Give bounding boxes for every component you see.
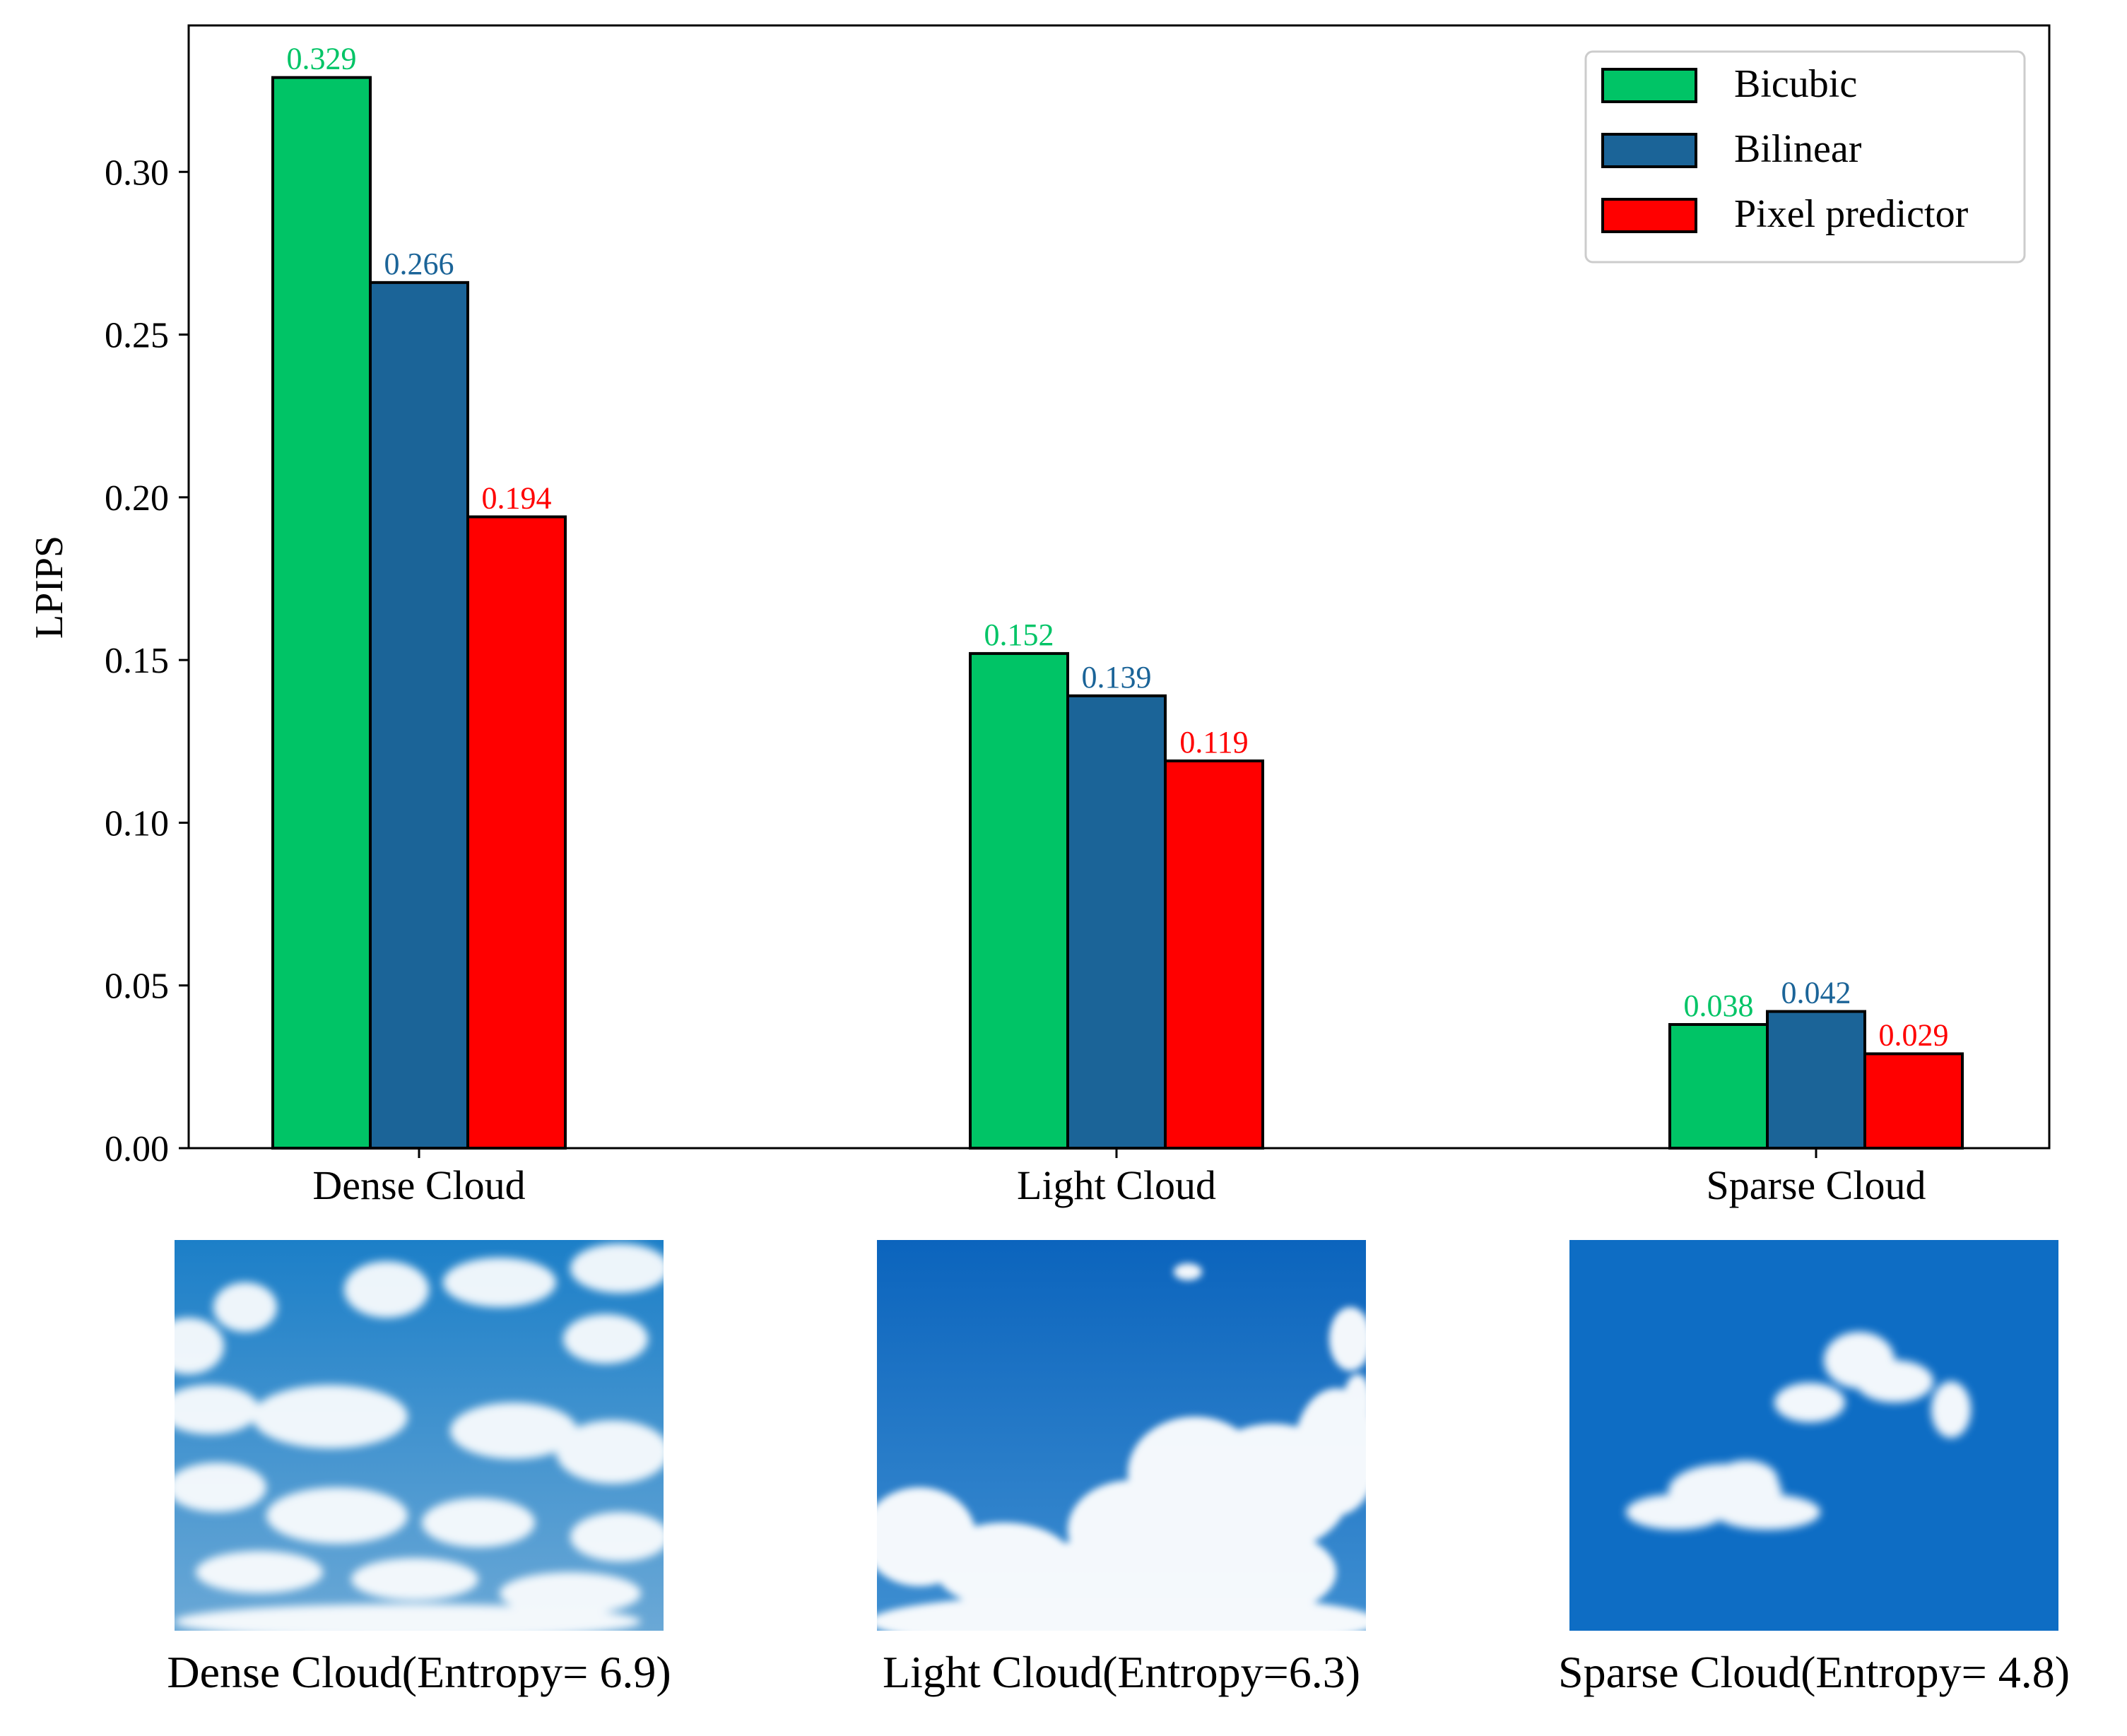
value-label-pixel-predictor-light-cloud: 0.119 — [1179, 725, 1248, 760]
y-tick-label-4: 0.20 — [105, 478, 169, 519]
y-tick-label-6: 0.30 — [105, 153, 169, 193]
value-label-bicubic-sparse-cloud: 0.038 — [1684, 988, 1754, 1023]
light-cloud-image — [877, 1240, 1366, 1631]
bar-pixel-predictor-sparse-cloud — [1863, 1052, 1964, 1150]
legend-swatch-pixel-predictor — [1601, 198, 1697, 233]
bar-bilinear-sparse-cloud — [1766, 1010, 1866, 1150]
caption-dense-cloud: Dense Cloud(Entropy= 6.9) — [167, 1647, 671, 1697]
bar-bilinear-light-cloud — [1066, 694, 1167, 1150]
legend-label-bicubic: Bicubic — [1734, 62, 1857, 106]
y-tick-label-3: 0.15 — [105, 641, 169, 681]
legend-label-bilinear: Bilinear — [1734, 127, 1862, 171]
caption-sparse-cloud: Sparse Cloud(Entropy= 4.8) — [1558, 1647, 2070, 1697]
legend-swatch-bilinear — [1601, 133, 1697, 168]
value-label-bilinear-light-cloud: 0.139 — [1082, 660, 1152, 695]
value-label-pixel-predictor-dense-cloud: 0.194 — [482, 480, 552, 515]
value-label-bicubic-dense-cloud: 0.329 — [287, 42, 357, 76]
y-tick-label-0: 0.00 — [105, 1129, 169, 1169]
dense-cloud-image — [175, 1240, 664, 1631]
bar-bicubic-light-cloud — [969, 651, 1069, 1150]
sparse-cloud-image — [1569, 1240, 2058, 1631]
x-tick-label-dense-cloud: Dense Cloud — [312, 1162, 525, 1208]
y-axis-label: LPIPS — [28, 536, 71, 639]
value-label-bilinear-sparse-cloud: 0.042 — [1781, 976, 1851, 1010]
bar-pixel-predictor-dense-cloud — [466, 515, 567, 1150]
y-tick-label-5: 0.25 — [105, 316, 169, 356]
y-tick-label-2: 0.10 — [105, 803, 169, 844]
legend-label-pixel-predictor: Pixel predictor — [1734, 192, 1969, 236]
bar-chart: 0.329 0.152 0.038 0.266 0.139 0.042 0.194 0.119… — [28, 24, 2051, 1208]
bar-bicubic-dense-cloud — [271, 76, 372, 1150]
value-label-bilinear-dense-cloud: 0.266 — [384, 247, 454, 281]
value-label-pixel-predictor-sparse-cloud: 0.029 — [1879, 1017, 1949, 1052]
bar-bilinear-dense-cloud — [369, 281, 469, 1150]
bar-bicubic-sparse-cloud — [1668, 1022, 1769, 1150]
bar-pixel-predictor-light-cloud — [1164, 759, 1264, 1150]
value-label-bicubic-light-cloud: 0.152 — [984, 618, 1054, 652]
legend-swatch-bicubic — [1601, 68, 1697, 103]
x-tick-label-light-cloud: Light Cloud — [1017, 1162, 1216, 1208]
y-tick-label-1: 0.05 — [105, 967, 169, 1007]
x-tick-label-sparse-cloud: Sparse Cloud — [1707, 1162, 1926, 1208]
caption-light-cloud: Light Cloud(Entropy=6.3) — [882, 1647, 1361, 1697]
plot-frame — [187, 24, 2051, 1150]
legend: Bicubic Bilinear Pixel predictor — [1584, 50, 2026, 264]
